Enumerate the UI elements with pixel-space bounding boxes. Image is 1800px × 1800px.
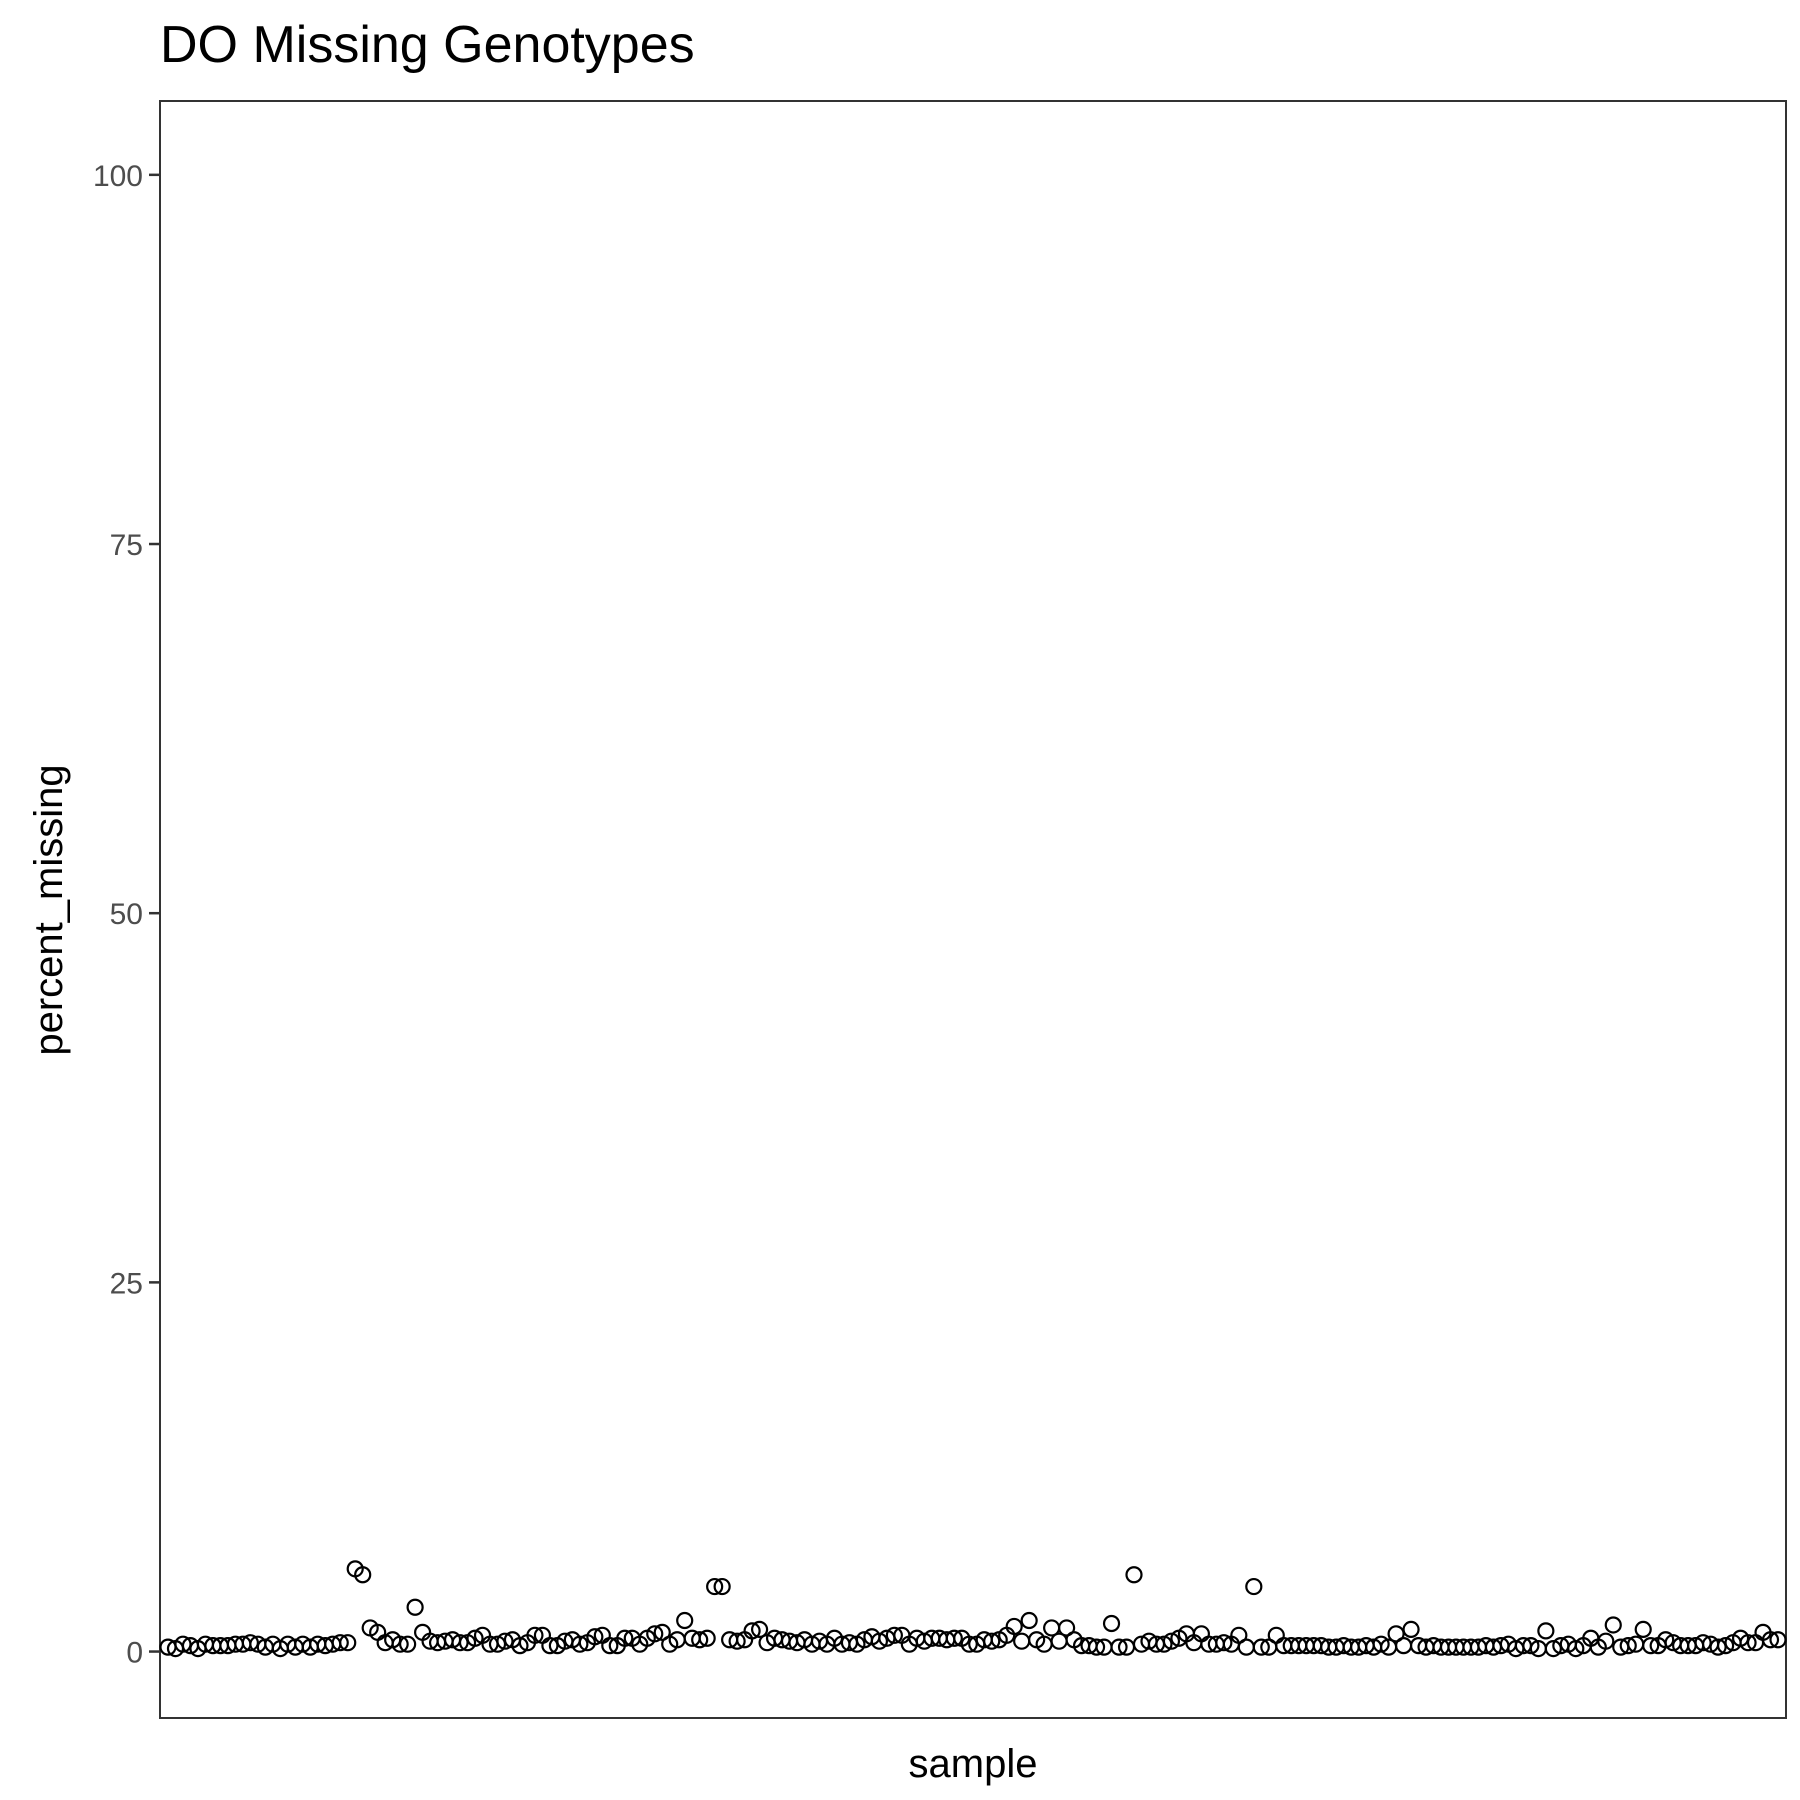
data-point [1005,1617,1023,1636]
y-tick-label: 25 [110,1267,143,1300]
data-point [541,1637,559,1655]
data-point [1709,1638,1727,1656]
data-point [1544,1639,1562,1658]
data-point [451,1634,469,1652]
data-point [945,1629,963,1647]
y-tick-label: 75 [110,529,143,562]
data-point [586,1628,604,1646]
x-axis-title: sample [909,1742,1038,1786]
data-point [1522,1637,1540,1655]
plot-panel [159,100,1787,1719]
data-point [1267,1626,1285,1644]
data-point [676,1611,694,1630]
data-point [1125,1566,1143,1584]
data-point [1761,1631,1780,1649]
data-point [616,1629,634,1647]
data-point [496,1632,514,1650]
data-point [1642,1637,1660,1655]
data-point [339,1634,357,1652]
data-point [1597,1632,1615,1650]
data-point [1634,1620,1652,1638]
y-axis: 0 25 50 75 100 [93,160,160,1670]
data-point [466,1629,484,1647]
data-point [653,1623,671,1641]
data-point [1230,1626,1248,1644]
chart-title: DO Missing Genotypes [160,16,695,74]
data-point [960,1635,978,1653]
data-points [159,1560,1787,1658]
data-point [511,1637,529,1655]
data-point [571,1635,589,1653]
data-point [1087,1638,1106,1656]
data-point [399,1635,417,1653]
data-point [870,1632,888,1650]
data-point [1013,1632,1031,1650]
data-point [1162,1632,1181,1650]
data-point [698,1629,716,1647]
data-point [691,1631,709,1649]
data-point [1769,1631,1787,1649]
data-point [1657,1631,1675,1649]
data-point [1237,1638,1255,1656]
data-point [526,1626,544,1644]
data-point [1537,1622,1555,1640]
data-point [1604,1616,1622,1634]
data-point [1394,1637,1413,1655]
data-point [1058,1619,1076,1637]
data-point [713,1577,731,1596]
data-point [1716,1637,1735,1655]
y-tick-label: 100 [93,160,143,193]
data-point [706,1577,724,1596]
data-point [728,1632,746,1650]
data-point [1102,1614,1121,1633]
data-point [1387,1625,1405,1643]
data-point [391,1635,409,1653]
data-point [241,1634,259,1652]
data-point [1372,1635,1390,1653]
data-point [1215,1634,1233,1652]
y-tick-label: 50 [110,898,143,931]
data-point [601,1637,619,1655]
data-point [1402,1620,1420,1638]
y-tick-label: 0 [126,1637,143,1670]
data-point [1567,1639,1585,1658]
data-point [331,1634,349,1652]
data-point [1020,1611,1038,1630]
data-point [1110,1638,1128,1656]
data-point [983,1632,1001,1650]
data-point [1245,1577,1263,1596]
data-point [885,1626,903,1644]
data-point [1252,1638,1270,1656]
data-point [1739,1634,1757,1652]
data-point [1694,1634,1712,1652]
data-point [354,1566,372,1584]
data-point [750,1620,769,1638]
data-point [1619,1637,1637,1655]
y-axis-title: percent_missing [27,764,71,1055]
data-point [174,1635,192,1653]
data-point [1155,1635,1173,1653]
data-point [646,1625,664,1643]
data-point [406,1598,424,1616]
data-point [488,1635,507,1653]
data-point [743,1622,761,1640]
